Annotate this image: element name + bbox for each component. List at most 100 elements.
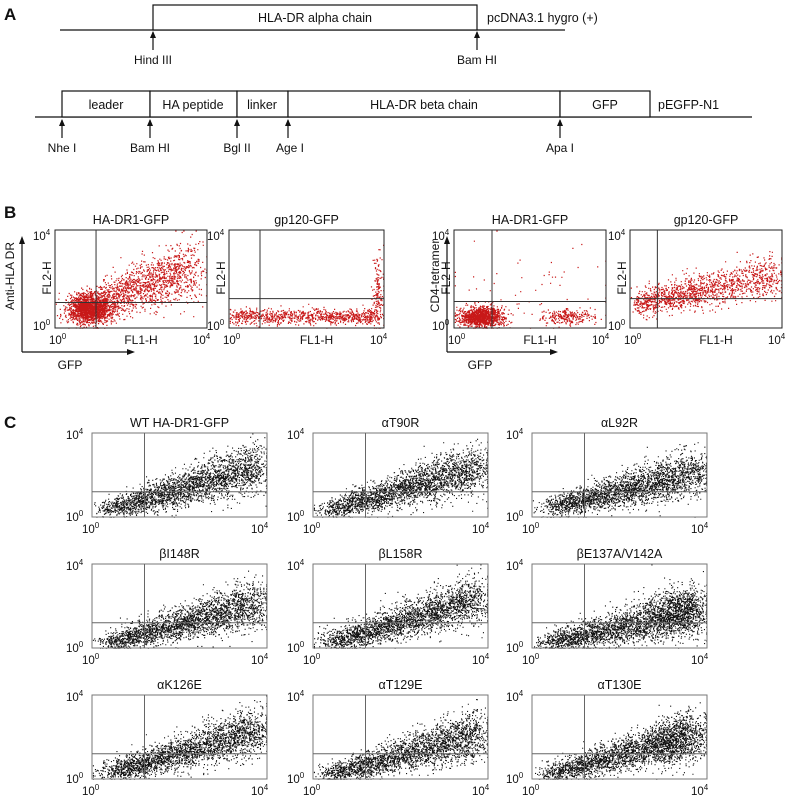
event-dots	[313, 564, 489, 649]
x-tick-min: 100	[448, 332, 466, 347]
x-axis-label: FL1-H	[300, 333, 333, 347]
plot-title: HA-DR1-GFP	[93, 213, 169, 227]
y-tick-max: 104	[66, 689, 84, 704]
y-group-arrowhead-right	[444, 236, 450, 244]
plot-title: αT90R	[382, 416, 420, 430]
y-group-arrowhead-left	[19, 236, 25, 244]
x-tick-max: 104	[691, 783, 709, 798]
event-dots	[313, 699, 489, 780]
site-bam-hi-alpha: Bam HI	[457, 53, 497, 67]
y-tick-max: 104	[66, 558, 84, 573]
y-tick-min: 100	[287, 771, 305, 786]
y-tick-min: 100	[506, 640, 524, 655]
event-dots	[532, 442, 708, 518]
y-tick-max: 104	[207, 228, 225, 243]
plot-frame	[91, 694, 268, 780]
y-tick-min: 100	[66, 771, 84, 786]
alpha-chain-block	[152, 4, 478, 31]
panel-label-c: C	[4, 413, 16, 432]
plot-title: αT130E	[597, 678, 641, 692]
x-tick-max: 104	[691, 521, 709, 536]
event-dots	[454, 230, 607, 329]
bam-hi-arrowhead-alpha	[474, 31, 480, 38]
event-dots	[94, 433, 268, 518]
scatter-points	[534, 564, 708, 649]
x-group-label-right: GFP	[468, 358, 493, 372]
plot-title: βI148R	[159, 547, 200, 561]
y-tick-max: 104	[33, 228, 51, 243]
x-tick-min: 100	[303, 652, 321, 667]
scatter-points	[532, 442, 708, 518]
ha-peptide-block	[149, 90, 238, 118]
y-group-label-right: CD4-tetramer	[428, 240, 442, 313]
y-tick-min: 100	[506, 509, 524, 524]
x-tick-max: 104	[472, 521, 490, 536]
y-tick-min: 100	[66, 509, 84, 524]
scatter-points	[313, 438, 489, 518]
y-tick-min: 100	[33, 318, 51, 333]
x-tick-max: 104	[472, 652, 490, 667]
event-dots	[630, 251, 783, 321]
construct-alpha: HLA-DR alpha chain pcDNA3.1 hygro (+) Hi…	[60, 4, 598, 67]
y-tick-min: 100	[207, 318, 225, 333]
y-group-label-left: Anti-HLA DR	[3, 242, 17, 310]
gfp-block	[559, 90, 651, 118]
nhe-i-arrowhead	[59, 119, 65, 126]
x-tick-min: 100	[49, 332, 67, 347]
y-tick-max: 104	[608, 228, 626, 243]
plot-frame	[312, 432, 489, 518]
site-age-i: Age I	[276, 141, 304, 155]
x-tick-max: 104	[251, 783, 269, 798]
scatter-points	[94, 433, 268, 518]
x-tick-min: 100	[522, 652, 540, 667]
plot-title: WT HA-DR1-GFP	[130, 416, 229, 430]
y-tick-min: 100	[432, 318, 450, 333]
y-tick-max: 104	[287, 689, 305, 704]
linker-label: linker	[247, 98, 277, 112]
x-group-arrowhead-left	[127, 349, 135, 355]
gfp-label: GFP	[592, 98, 618, 112]
bgl-ii-arrowhead	[234, 119, 240, 126]
y-tick-min: 100	[287, 509, 305, 524]
x-tick-min: 100	[82, 652, 100, 667]
ha-peptide-label: HA peptide	[162, 98, 223, 112]
plot-title: αT129E	[378, 678, 422, 692]
y-axis-label: FL2-H	[214, 261, 228, 294]
plot-frame	[531, 694, 708, 780]
plot-frame	[228, 229, 385, 329]
site-hind-iii: Hind III	[134, 53, 172, 67]
x-tick-max: 104	[768, 332, 786, 347]
y-axis-label: FL2-H	[615, 261, 629, 294]
y-tick-max: 104	[506, 689, 524, 704]
panel-b: Anti-HLA DR GFP CD4-tetramer GFP HA-DR1-…	[3, 213, 786, 372]
x-tick-max: 104	[691, 652, 709, 667]
age-i-arrowhead	[285, 119, 291, 126]
x-axis-label: FL1-H	[523, 333, 556, 347]
plot-frame	[312, 694, 489, 780]
x-tick-min: 100	[82, 783, 100, 798]
site-bgl-ii: Bgl II	[223, 141, 250, 155]
x-tick-min: 100	[303, 783, 321, 798]
site-apa-i: Apa I	[546, 141, 574, 155]
x-tick-min: 100	[522, 521, 540, 536]
scatter-points	[229, 244, 385, 329]
scatter-points	[454, 230, 607, 329]
scatter-points	[630, 251, 783, 321]
linker-block	[236, 90, 289, 118]
alpha-chain-label: HLA-DR alpha chain	[258, 11, 372, 25]
x-axis-label: FL1-H	[699, 333, 732, 347]
y-tick-max: 104	[287, 558, 305, 573]
beta-vector-label: pEGFP-N1	[658, 98, 719, 112]
plot-title: HA-DR1-GFP	[492, 213, 568, 227]
scatter-points	[92, 570, 268, 649]
